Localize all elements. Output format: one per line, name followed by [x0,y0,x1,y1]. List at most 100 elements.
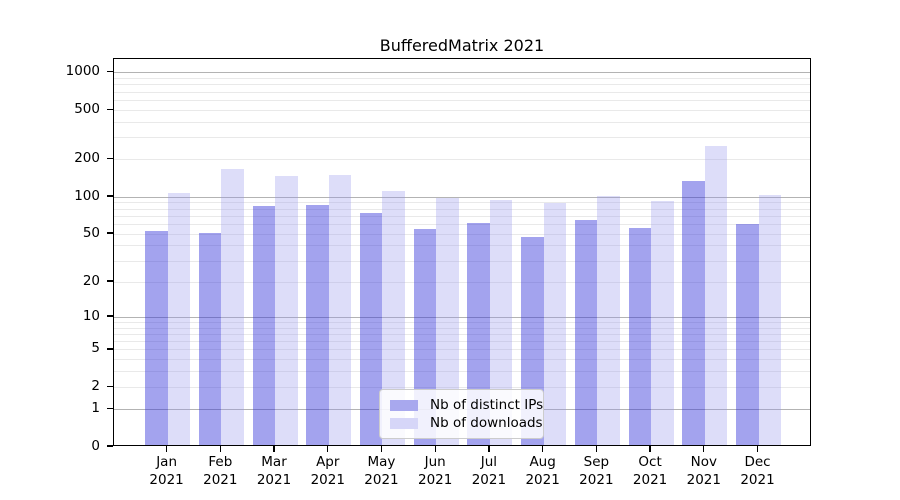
y-tick [107,71,113,73]
gridline-minor [114,281,810,283]
x-tick [703,446,705,452]
y-tick [107,348,113,350]
bar-downloads-oct [651,200,674,445]
x-tick-year: 2021 [256,472,292,488]
gridline-minor [114,159,810,161]
x-tick [541,446,544,452]
bar-downloads-sep [597,195,620,445]
x-tick [273,446,275,452]
bar-downloads-feb [221,169,244,445]
legend: Nb of distinct IPs Nb of downloads [379,389,544,439]
x-tick-label: Nov 2021 [676,453,732,489]
legend-swatch-downloads [390,417,418,429]
y-tick-label: 2 [91,378,100,394]
bar-downloads-jan [167,192,191,445]
y-tick [107,315,113,317]
x-tick-year: 2021 [310,472,345,488]
legend-label-downloads: Nb of downloads [430,415,543,431]
x-tick-year: 2021 [149,472,184,488]
y-tick [107,195,113,197]
bar-downloads-nov [704,146,728,445]
gridline-minor [114,109,810,111]
y-tick [107,158,113,160]
x-tick-label: Jan 2021 [139,453,195,489]
gridline-minor [114,387,810,388]
y-tick [107,445,113,447]
gridline-minor [114,91,810,93]
bar-downloads-jun [436,197,459,445]
x-tick [219,446,221,452]
bar-downloads-dec [758,194,782,445]
gridline-minor [114,84,810,86]
bar-distinct-ips-feb [198,233,222,445]
gridline-minor [114,327,810,329]
y-tick-label: 5 [91,340,100,357]
legend-entry-downloads: Nb of downloads [390,414,543,432]
gridline-minor [114,349,810,351]
x-tick-year: 2021 [740,472,775,488]
plot-area: Nb of distinct IPs Nb of downloads [113,58,811,446]
bar-downloads-aug [543,202,567,445]
plot-canvas [114,59,810,445]
y-tick [107,385,113,388]
gridline-minor [114,245,810,247]
bar-distinct-ips-sep [574,220,598,445]
x-tick-month: Apr [316,454,340,470]
y-tick-label: 1000 [65,63,100,80]
x-tick-month: May [367,454,396,470]
gridline-minor [114,78,810,80]
gridline-minor [114,208,810,210]
bar-distinct-ips-may [359,213,383,445]
bar-distinct-ips-apr [306,204,329,445]
x-tick-year: 2021 [418,472,453,488]
gridline-major [114,72,810,74]
x-tick [488,446,490,452]
gridline-minor [114,321,810,323]
x-tick-month: Nov [690,454,717,470]
y-tick [107,407,113,410]
x-tick-year: 2021 [525,472,560,488]
legend-swatch-distinct-ips [390,399,418,411]
bar-downloads-apr [328,175,352,445]
x-tick-month: Jun [424,454,446,470]
gridline-minor [114,233,810,235]
x-tick-month: Aug [529,454,556,470]
gridline-major [114,196,810,198]
x-tick-year: 2021 [632,472,668,488]
gridline-minor [114,99,810,101]
x-tick [649,446,651,452]
y-tick-label: 1 [91,399,100,416]
x-tick-year: 2021 [203,472,238,488]
gridline-minor [114,359,810,361]
x-tick-label: Feb 2021 [192,453,248,489]
bar-distinct-ips-jan [145,230,168,445]
gridline-minor [114,223,810,225]
y-tick-label: 50 [82,224,100,241]
y-tick-label: 0 [91,437,100,454]
gridline-minor [114,371,810,373]
gridline-minor [114,202,810,204]
x-tick-month: Jan [156,454,177,470]
bar-distinct-ips-dec [736,224,759,445]
gridline-major [114,316,810,318]
x-tick [756,446,759,452]
y-tick-label: 10 [82,307,100,324]
x-tick-month: Feb [208,454,233,470]
x-tick-month: Sep [583,454,610,470]
bar-distinct-ips-mar [252,205,276,445]
bar-distinct-ips-nov [682,180,705,445]
x-tick-label: Mar 2021 [246,453,302,489]
x-tick-year: 2021 [364,472,399,488]
y-tick [107,280,113,282]
x-tick-year: 2021 [471,472,507,488]
gridline-minor [114,341,810,343]
gridline-minor [114,137,810,139]
x-tick [434,446,436,452]
bar-downloads-mar [275,176,298,445]
bar-distinct-ips-oct [628,228,652,445]
x-tick-label: Sep 2021 [568,453,624,489]
x-tick-year: 2021 [686,472,721,488]
x-tick [165,446,168,452]
x-tick-label: Aug 2021 [515,453,571,489]
x-tick-label: Oct 2021 [622,453,678,489]
